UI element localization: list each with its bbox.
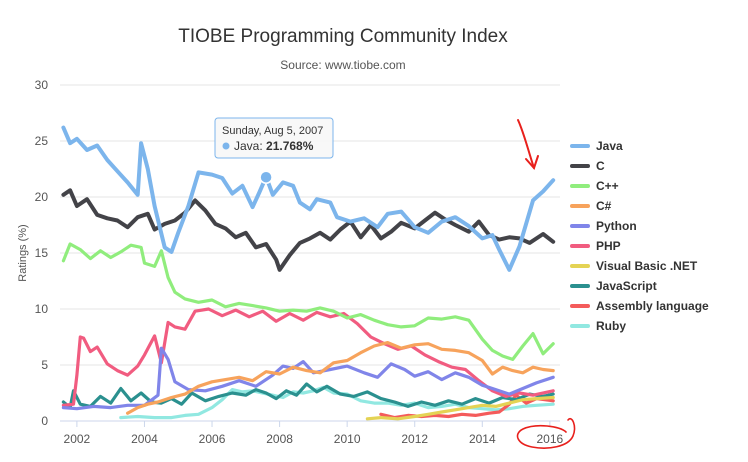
series-line-c[interactable] <box>61 188 556 272</box>
series-line-php[interactable] <box>61 307 555 407</box>
legend-item[interactable]: Ruby <box>570 319 626 333</box>
x-tick-label: 2004 <box>131 432 158 446</box>
x-tick-label: 2006 <box>199 432 226 446</box>
series-lines <box>61 125 556 421</box>
y-tick-label: 20 <box>35 190 49 204</box>
legend-item[interactable]: C <box>570 159 605 173</box>
legend-label: PHP <box>596 239 621 253</box>
legend-label: C <box>596 159 605 173</box>
series-line-javascript[interactable] <box>61 382 555 410</box>
legend-label: Python <box>596 219 637 233</box>
legend-item[interactable]: Visual Basic .NET <box>570 259 698 273</box>
legend-item[interactable]: C++ <box>570 179 619 193</box>
tooltip: Sunday, Aug 5, 2007 Java: 21.768% <box>214 117 334 184</box>
tooltip-date: Sunday, Aug 5, 2007 <box>222 125 323 137</box>
y-tick-label: 5 <box>41 358 48 372</box>
legend-item[interactable]: C# <box>570 199 612 213</box>
tooltip-value-line: Java: 21.768% <box>234 139 314 153</box>
y-tick-label: 0 <box>41 414 48 428</box>
red-arrow-annotation <box>517 119 539 170</box>
x-tick-labels: 2002 2004 2006 2008 2010 2012 2014 2016 <box>64 421 564 446</box>
series-line-c[interactable] <box>126 341 555 415</box>
x-tick-label: 2008 <box>266 432 293 446</box>
chart-subtitle: Source: www.tiobe.com <box>280 58 405 72</box>
legend-item[interactable]: Assembly language <box>570 299 709 313</box>
x-tick-label: 2012 <box>401 432 428 446</box>
y-tick-label: 10 <box>35 302 49 316</box>
red-circle-annotation <box>516 418 576 449</box>
x-tick-label: 2016 <box>537 432 564 446</box>
legend-label: Ruby <box>596 319 626 333</box>
legend: Java C C++ C# Python PHP Visual Basic .NET Java… <box>570 139 709 333</box>
y-tick-label: 15 <box>35 246 49 260</box>
tooltip-box <box>214 117 334 159</box>
series-line-c[interactable] <box>61 242 555 361</box>
legend-label: JavaScript <box>596 279 657 293</box>
x-tick-label: 2014 <box>469 432 496 446</box>
legend-item[interactable]: Java <box>570 139 623 153</box>
tooltip-point[interactable] <box>259 170 273 184</box>
x-tick-label: 2002 <box>64 432 91 446</box>
x-tick-label: 2010 <box>334 432 361 446</box>
legend-label: Java <box>596 139 623 153</box>
series-line-python[interactable] <box>61 346 555 411</box>
tooltip-series-label: Java: <box>234 139 266 153</box>
legend-item[interactable]: PHP <box>570 239 621 253</box>
tooltip-value: 21.768% <box>266 139 314 153</box>
y-tick-label: 25 <box>35 134 49 148</box>
legend-label: Assembly language <box>596 299 709 313</box>
series-line-visual-basic-net[interactable] <box>365 395 555 421</box>
legend-item[interactable]: JavaScript <box>570 279 657 293</box>
y-tick-labels: 0 5 10 15 20 25 30 <box>35 78 49 428</box>
y-axis-label: Ratings (%) <box>17 224 29 281</box>
tooltip-series-dot <box>222 142 230 150</box>
legend-label: C++ <box>596 179 619 193</box>
series-line-java[interactable] <box>61 125 556 272</box>
chart-title: TIOBE Programming Community Index <box>178 26 508 47</box>
legend-label: C# <box>596 199 612 213</box>
legend-label: Visual Basic .NET <box>596 259 698 273</box>
legend-item[interactable]: Python <box>570 219 637 233</box>
y-tick-label: 30 <box>35 78 49 92</box>
